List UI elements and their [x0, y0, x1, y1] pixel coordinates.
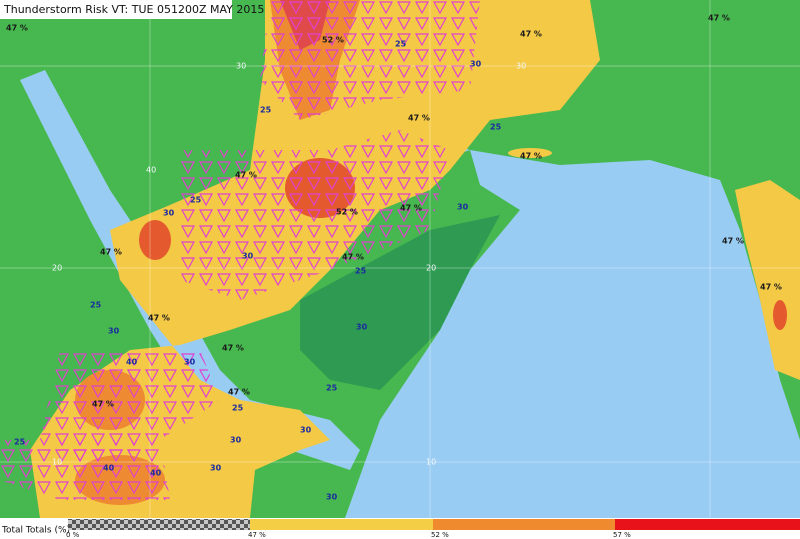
risk-label: 47 %	[148, 314, 170, 323]
lat-label: 10	[52, 458, 62, 467]
coast-zone	[300, 215, 500, 390]
map: 30 20 10 40 30 20 10 47 % 52 % 47 % 47 %…	[0, 0, 800, 518]
legend-swatch	[250, 519, 433, 530]
contour-label: 40	[126, 358, 138, 367]
risk-label: 47 %	[520, 152, 542, 161]
lat-label: 30	[516, 62, 526, 71]
contour-label: 25	[395, 40, 407, 49]
legend: Total Totals (%) 0 % 47 % 52 % 57 %	[0, 518, 800, 539]
contour-label: 30	[457, 203, 469, 212]
contour-label: 30	[184, 358, 196, 367]
lat-label: 10	[426, 458, 436, 467]
risk-47	[508, 148, 552, 158]
legend-tick: 0 %	[66, 531, 80, 539]
risk-label: 47 %	[520, 30, 542, 39]
contour-label: 30	[470, 60, 482, 69]
risk-labels: 47 % 52 % 47 % 47 % 47 % 47 % 52 % 47 % …	[6, 14, 782, 409]
contour-label: 25	[326, 384, 338, 393]
legend-title: Total Totals (%)	[1, 526, 70, 536]
arabian-sea	[345, 150, 800, 518]
grid-labels: 30 20 10 40 30 20 10	[52, 62, 526, 467]
contour-label: 25	[14, 438, 26, 447]
contour-label: 30	[356, 323, 368, 332]
risk-label: 47 %	[408, 114, 430, 123]
risk-label: 47 %	[400, 204, 422, 213]
risk-label: 47 %	[722, 237, 744, 246]
contour-label: 25	[355, 267, 367, 276]
risk-label: 52 %	[322, 36, 344, 45]
lat-label: 30	[236, 62, 246, 71]
contour-label: 40	[103, 464, 115, 473]
storm-triangles	[180, 130, 450, 300]
title-box	[0, 0, 232, 19]
storm-triangles	[0, 440, 170, 500]
risk-label: 47 %	[235, 171, 257, 180]
contour-labels: 25 30 25 25 30 25 30 25 30 30 30 40 30 2…	[14, 40, 502, 502]
contour-label: 30	[210, 464, 222, 473]
contour-label: 30	[300, 426, 312, 435]
legend-swatch	[433, 519, 615, 530]
risk-57	[139, 220, 171, 260]
contour-label: 30	[326, 493, 338, 502]
contour-label: 25	[190, 196, 202, 205]
contour-label: 30	[230, 436, 242, 445]
risk-label: 47 %	[100, 248, 122, 257]
risk-label: 52 %	[336, 208, 358, 217]
lon-label: 40	[146, 166, 156, 175]
risk-label: 47 %	[708, 14, 730, 23]
contour-label: 25	[490, 123, 502, 132]
graticule	[0, 0, 800, 518]
risk-label: 47 %	[222, 344, 244, 353]
map-title: Thunderstorm Risk VT: TUE 051200Z MAY 20…	[3, 3, 264, 16]
lat-label: 20	[426, 264, 436, 273]
contour-label: 25	[232, 404, 244, 413]
legend-swatch	[68, 519, 250, 530]
legend-tick: 47 %	[248, 531, 266, 539]
contour-label: 30	[242, 252, 254, 261]
storm-triangles	[260, 0, 480, 120]
lat-label: 20	[52, 264, 62, 273]
legend-swatch	[615, 519, 800, 530]
risk-label: 47 %	[760, 283, 782, 292]
risk-label: 47 %	[92, 400, 114, 409]
contour-label: 25	[260, 106, 272, 115]
risk-47	[735, 180, 800, 380]
legend-tick: 52 %	[431, 531, 449, 539]
contour-label: 30	[108, 327, 120, 336]
risk-label: 47 %	[6, 24, 28, 33]
risk-label: 47 %	[342, 253, 364, 262]
risk-label: 47 %	[228, 388, 250, 397]
risk-57	[773, 300, 787, 330]
legend-tick: 57 %	[613, 531, 631, 539]
contour-label: 25	[90, 301, 102, 310]
contour-label: 40	[150, 469, 162, 478]
contour-label: 30	[163, 209, 175, 218]
